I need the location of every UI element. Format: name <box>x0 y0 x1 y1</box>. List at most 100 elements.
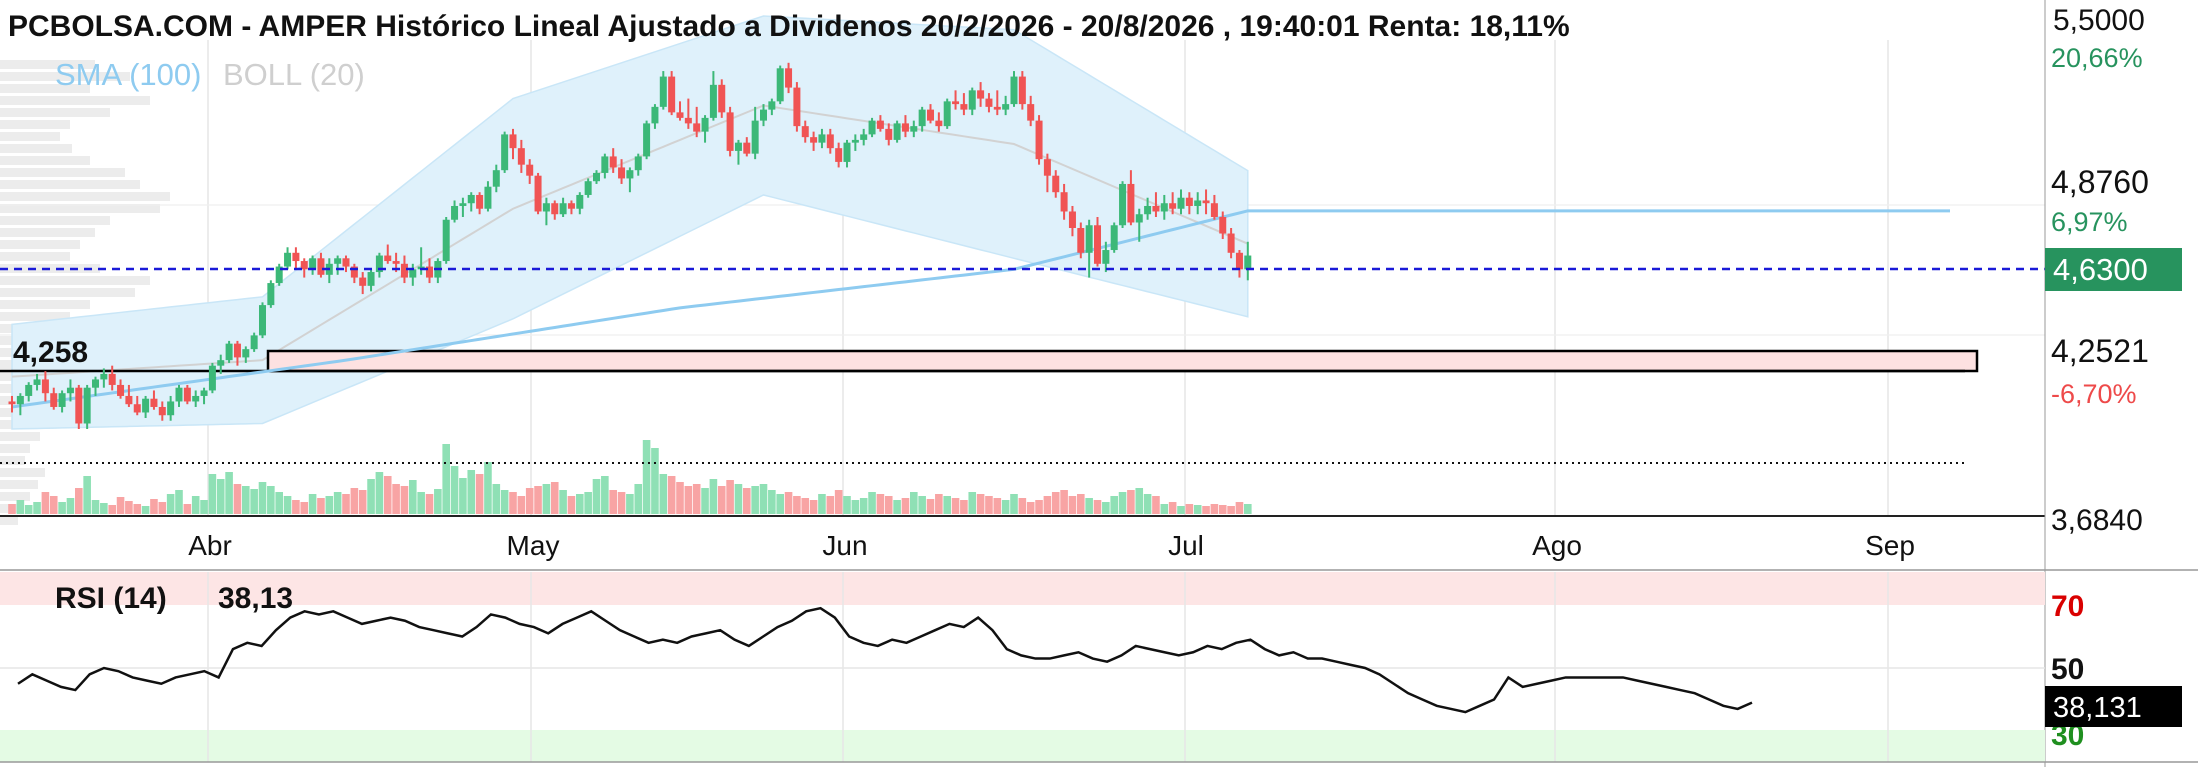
candle <box>901 115 909 138</box>
candle <box>534 172 542 215</box>
candle-body <box>1144 205 1152 215</box>
volume-profile-bar <box>0 132 60 141</box>
candle-body <box>1185 197 1193 206</box>
candle-body <box>835 148 843 162</box>
candle <box>476 192 484 215</box>
volume-bar <box>200 500 208 514</box>
candle-body <box>709 84 717 118</box>
volume-bar <box>584 492 592 514</box>
candle <box>576 192 584 215</box>
candle <box>342 255 350 273</box>
candle-body <box>167 401 175 416</box>
candle <box>492 164 500 193</box>
volume-bar <box>467 470 476 514</box>
candle <box>526 159 534 184</box>
candle-body <box>534 175 542 212</box>
volume-bar <box>484 462 492 514</box>
volume-bar <box>49 496 58 514</box>
month-label: May <box>507 530 560 561</box>
price-axis-mid: 4,8760 <box>2051 164 2149 200</box>
candle <box>626 167 634 193</box>
candle <box>1068 205 1076 237</box>
candle-body <box>768 101 776 110</box>
candle-body <box>117 384 125 396</box>
candle-body <box>250 335 258 350</box>
candle-body <box>66 387 74 394</box>
volume-bar <box>1010 494 1018 514</box>
candle <box>41 371 49 402</box>
candle-body <box>609 156 617 168</box>
volume-bar <box>743 488 751 514</box>
candle-body <box>952 101 960 105</box>
volume-bar <box>717 486 726 514</box>
candle <box>868 117 876 138</box>
candle <box>501 131 509 173</box>
candle <box>367 269 375 292</box>
volume-bar <box>893 500 901 514</box>
volume-bar <box>325 496 334 514</box>
candle-body <box>501 134 509 171</box>
candle <box>943 98 951 129</box>
volume-bar <box>1001 500 1010 514</box>
candle <box>618 159 626 184</box>
candle <box>960 93 968 116</box>
candle-body <box>1135 214 1143 223</box>
volume-bar <box>651 448 659 514</box>
candle-body <box>1119 183 1127 226</box>
rsi-level-50: 50 <box>2051 653 2084 686</box>
candle <box>400 255 408 284</box>
sma-line <box>11 209 1950 409</box>
volume-bar <box>1051 492 1060 514</box>
candle-body <box>960 104 968 110</box>
price-axis-low-pct: -6,70% <box>2051 379 2137 409</box>
candle <box>175 384 183 407</box>
volume-bar <box>1102 502 1110 514</box>
candle-body <box>876 120 884 129</box>
candle-body <box>1018 76 1026 105</box>
candle-body <box>668 76 676 113</box>
candle-body <box>643 123 651 157</box>
candle <box>1135 208 1143 242</box>
candle <box>918 106 926 132</box>
candle-body <box>284 252 292 267</box>
volume-bar <box>918 496 926 514</box>
candle-body <box>75 387 83 424</box>
candle-body <box>1244 255 1252 270</box>
candle-body <box>409 269 417 278</box>
volume-bar <box>926 499 935 514</box>
candle <box>467 192 475 212</box>
candle <box>593 170 600 184</box>
boll-legend[interactable]: BOLL (20) <box>223 57 365 92</box>
volume-bar <box>1227 506 1235 514</box>
candle-body <box>542 203 550 212</box>
volume-bar <box>333 492 342 514</box>
candle <box>751 106 759 160</box>
volume-bar <box>1085 498 1093 514</box>
candle-body <box>1085 225 1093 253</box>
candle-body <box>860 134 868 140</box>
candle <box>693 106 701 138</box>
candle-body <box>1110 225 1118 251</box>
candle-body <box>977 90 985 99</box>
volume-bar <box>91 500 100 514</box>
volume-bar <box>793 496 801 514</box>
candle <box>851 134 859 151</box>
candle <box>1010 71 1018 107</box>
candle <box>609 148 617 173</box>
volume-profile-bar <box>0 432 40 441</box>
candle <box>259 302 266 339</box>
candle <box>375 252 383 278</box>
volume-bar <box>317 498 325 514</box>
candle-body <box>492 170 500 187</box>
candle <box>75 384 83 429</box>
candle-body <box>918 109 926 127</box>
sma-legend[interactable]: SMA (100) <box>55 57 201 92</box>
candle <box>1152 192 1160 217</box>
candle-body <box>33 379 41 385</box>
candle-body <box>793 87 801 127</box>
candle <box>334 255 342 275</box>
volume-bar <box>1152 496 1160 514</box>
volume-bar <box>985 496 993 514</box>
candle-body <box>1060 192 1068 212</box>
